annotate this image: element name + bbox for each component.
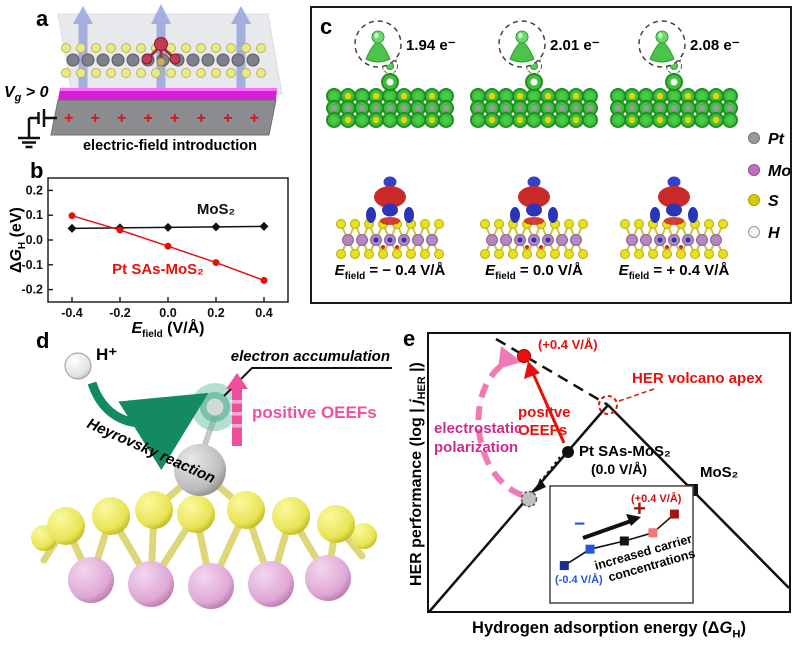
proton-sphere bbox=[64, 352, 92, 380]
b-series-label-ptsas: Pt SAs-MoS₂ bbox=[112, 261, 204, 278]
legend-mo-icon bbox=[748, 164, 760, 176]
panel-b: b ΔGH (eV) -0.4 -0.2 0.0 0.2 0.4 0.2 0.1 0.0 -0.… bbox=[0, 160, 304, 348]
magnifier-group bbox=[354, 20, 686, 68]
volcano-right-slope bbox=[607, 404, 790, 589]
panel-d-label: d bbox=[36, 328, 50, 353]
efield-label-2: Efield = 0.0 V/Å bbox=[485, 262, 583, 282]
plus04-label: (+0.4 V/Å) bbox=[538, 337, 598, 352]
dotted-arrow-head bbox=[535, 478, 546, 492]
electrostatic-arc-head bbox=[498, 346, 522, 369]
charge-blob-icons bbox=[365, 30, 675, 63]
inset-low-label: (-0.4 V/Å) bbox=[555, 573, 603, 586]
svg-text:0.0: 0.0 bbox=[26, 233, 43, 247]
svg-text:-0.4: -0.4 bbox=[61, 306, 83, 320]
panel-e: e HER performance (log | jHER |) (+0.4 V… bbox=[398, 325, 799, 645]
oeefs-label-1: positve bbox=[518, 404, 571, 421]
pt-sas-sub-label: (0.0 V/Å) bbox=[591, 461, 647, 477]
electron-count-3: 2.08 e⁻ bbox=[690, 37, 740, 54]
electrostatic-label-1: electrostatic bbox=[434, 420, 522, 437]
legend-pt-label: Pt bbox=[768, 131, 785, 148]
svg-text:0.2: 0.2 bbox=[26, 183, 43, 197]
svg-text:-0.2: -0.2 bbox=[21, 283, 43, 297]
apex-pointer-line bbox=[618, 388, 655, 402]
efield-label-3: Efield = + 0.4 V/Å bbox=[618, 262, 730, 282]
volcano-plot: (+0.4 V/Å) HER volcano apex positve OEEF… bbox=[427, 332, 791, 613]
inset-minus-sign: − bbox=[574, 514, 585, 535]
volcano-left-slope bbox=[428, 404, 609, 613]
panel-d: d electron accumulation Heyrovsky reacti… bbox=[0, 328, 398, 645]
oeefs-label-2: OEEFs bbox=[518, 422, 567, 439]
e-y-axis-label: HER performance (log | jHER |) bbox=[407, 362, 429, 587]
dielectric-slab-highlight bbox=[59, 88, 278, 91]
ball-stick-model bbox=[31, 413, 377, 609]
charge-transfer-structures: 1.94 e⁻ 2.01 e⁻ 2.08 e⁻ Pt Mo S H bbox=[326, 20, 791, 259]
b-plot-series: -0.4 -0.2 0.0 0.2 0.4 0.2 0.1 0.0 -0.1 -0.2 bbox=[21, 183, 272, 320]
point-pt-sas bbox=[562, 446, 574, 458]
positive-charges: + + + + + + + + bbox=[64, 110, 259, 127]
panel-b-label: b bbox=[30, 158, 44, 183]
b-y-axis-label: ΔGH (eV) bbox=[7, 207, 29, 274]
panel-c-label: c bbox=[320, 14, 333, 39]
heyrovsky-schematic: electron accumulation Heyrovsky reaction… bbox=[31, 345, 392, 609]
b-x-axis-label: Efield (V/Å) bbox=[131, 320, 205, 341]
e-x-axis-label: Hydrogen adsorption energy (ΔGH) bbox=[472, 619, 746, 641]
volcano-apex-circle bbox=[598, 395, 618, 415]
inset-high-label: (+0.4 V/Å) bbox=[631, 492, 682, 505]
inset-arrow-head bbox=[626, 514, 641, 526]
svg-text:0.0: 0.0 bbox=[159, 306, 176, 320]
electron-count-2: 2.01 e⁻ bbox=[550, 37, 600, 54]
proton-label: H⁺ bbox=[96, 345, 117, 364]
device-schematic: + + + + + + + + bbox=[18, 4, 283, 149]
panel-e-label: e bbox=[403, 326, 416, 351]
inset-arrow bbox=[582, 519, 632, 540]
efield-label-1: Efield = − 0.4 V/Å bbox=[334, 262, 446, 282]
atom-legend: Pt Mo S H bbox=[748, 131, 791, 242]
e-plot-frame bbox=[427, 332, 791, 613]
legend-s-label: S bbox=[768, 193, 779, 210]
legend-s-icon bbox=[748, 194, 760, 206]
legend-h-icon bbox=[748, 226, 760, 238]
svg-text:0.4: 0.4 bbox=[255, 306, 272, 320]
activated-h-site bbox=[191, 383, 239, 431]
b-series-label-mos2: MoS₂ bbox=[197, 201, 235, 218]
heyrovsky-arrow bbox=[87, 381, 209, 471]
legend-h-label: H bbox=[768, 225, 780, 242]
legend-mo-label: Mo bbox=[768, 163, 790, 180]
pt-sas-label: Pt SAs-MoS₂ bbox=[579, 443, 671, 460]
gate-substrate bbox=[50, 99, 277, 136]
point-polarized-gray bbox=[520, 490, 538, 508]
point-plus04 bbox=[517, 349, 531, 363]
svg-text:0.1: 0.1 bbox=[26, 208, 43, 222]
dotted-polarization-arrow bbox=[541, 456, 561, 481]
accumulation-label: electron accumulation bbox=[231, 348, 390, 365]
positive-oeefs-label: positive OEEFs bbox=[252, 403, 377, 422]
svg-text:0.2: 0.2 bbox=[207, 306, 224, 320]
pt-adsorbate-cluster bbox=[141, 37, 181, 67]
mos2-lattice bbox=[61, 43, 266, 78]
panel-a-label: a bbox=[36, 6, 49, 31]
mos2-point-label: MoS₂ bbox=[700, 464, 738, 481]
accumulation-callout-line bbox=[223, 367, 392, 397]
panel-c: c 1.94 e⁻ 2.01 e⁻ 2.08 e⁻ Pt Mo S H Efie… bbox=[310, 6, 792, 304]
gate-voltage-label: Vg > 0 bbox=[4, 84, 49, 105]
svg-text:-0.2: -0.2 bbox=[109, 306, 131, 320]
oeef-arrow bbox=[530, 370, 566, 444]
dashed-extension-line bbox=[495, 337, 609, 407]
ground-symbol bbox=[18, 109, 57, 149]
panel-a: a Vg > 0 + + + + + + + + bbox=[0, 0, 304, 160]
svg-text:-0.1: -0.1 bbox=[21, 258, 43, 272]
apex-label: HER volcano apex bbox=[632, 370, 764, 387]
atomic-structures bbox=[326, 58, 738, 259]
b-plot-frame bbox=[47, 177, 289, 303]
oeef-arrow-head bbox=[524, 361, 540, 379]
electron-count-1: 1.94 e⁻ bbox=[406, 37, 456, 54]
inset-plus-sign: + bbox=[633, 496, 646, 521]
positive-oeef-arrow bbox=[226, 373, 248, 446]
legend-pt-icon bbox=[748, 132, 760, 144]
electrostatic-arc bbox=[475, 358, 524, 498]
b-chart: -0.4 -0.2 0.0 0.2 0.40.20.10.0-0.1-0.2 MoS₂ … bbox=[21, 177, 289, 320]
inset-series bbox=[559, 509, 679, 571]
electrostatic-label-2: polarization bbox=[434, 439, 518, 456]
panel-a-caption: electric-field introduction bbox=[82, 138, 257, 154]
